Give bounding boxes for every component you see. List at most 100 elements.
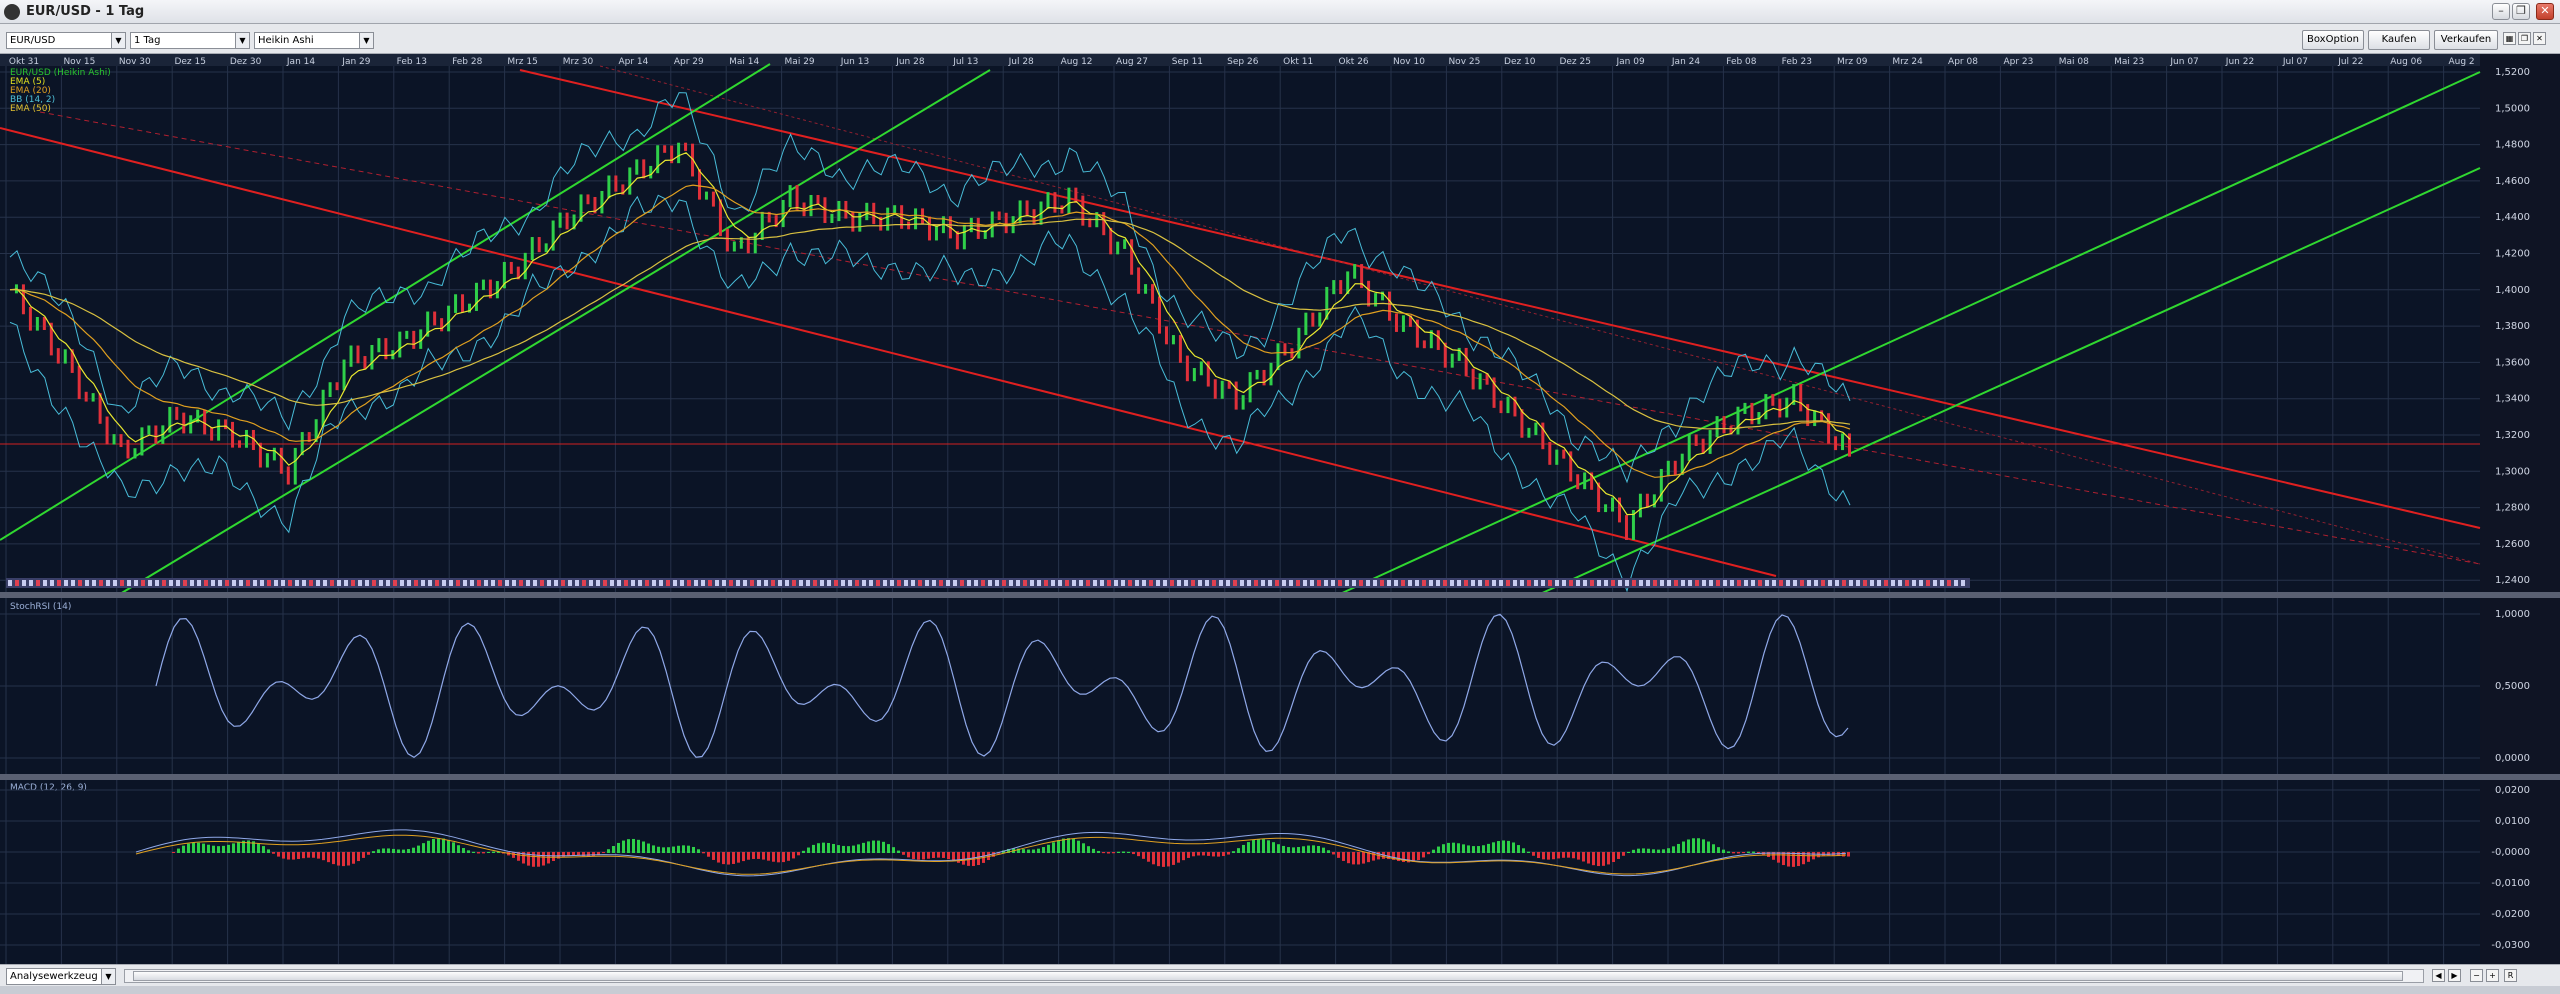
zoom-in-icon[interactable]: + bbox=[2486, 969, 2499, 982]
macd-histogram-bar bbox=[842, 845, 845, 853]
minimize-icon[interactable]: – bbox=[2492, 3, 2510, 20]
event-marker bbox=[484, 580, 488, 586]
candle bbox=[1820, 410, 1824, 421]
restore-icon[interactable]: ❐ bbox=[2512, 3, 2530, 20]
scroll-left-icon[interactable]: ◀ bbox=[2432, 969, 2445, 982]
close-icon[interactable]: ✕ bbox=[2536, 3, 2554, 20]
macd-histogram-bar bbox=[1052, 842, 1055, 853]
macd-histogram-bar bbox=[342, 852, 345, 867]
macd-histogram-bar bbox=[1177, 852, 1180, 863]
macd-histogram-bar bbox=[1512, 842, 1515, 853]
box-option-button[interactable]: BoxOption bbox=[2302, 30, 2364, 50]
grid-icon[interactable]: ▦ bbox=[2503, 32, 2516, 45]
candle bbox=[656, 145, 660, 174]
macd-histogram-bar bbox=[1037, 848, 1040, 853]
macd-histogram-bar bbox=[1102, 852, 1105, 854]
macd-histogram-bar bbox=[562, 852, 565, 857]
event-marker bbox=[1359, 580, 1363, 586]
event-marker bbox=[1450, 580, 1454, 586]
channel-line-green bbox=[1339, 71, 2481, 595]
window-title: EUR/USD - 1 Tag bbox=[26, 4, 145, 19]
macd-histogram-bar bbox=[1027, 849, 1030, 853]
sell-button[interactable]: Verkaufen bbox=[2434, 30, 2498, 50]
macd-histogram-bar bbox=[587, 852, 590, 857]
window-titlebar: EUR/USD - 1 Tag – ❐ ✕ bbox=[0, 0, 2560, 24]
event-marker bbox=[1156, 580, 1160, 586]
macd-histogram-bar bbox=[1272, 842, 1275, 853]
macd-histogram-bar bbox=[1417, 852, 1420, 861]
horizontal-scrollbar[interactable] bbox=[124, 969, 2424, 983]
candle bbox=[1534, 422, 1538, 436]
event-marker bbox=[1471, 580, 1475, 586]
candle bbox=[704, 191, 708, 200]
candle bbox=[412, 330, 416, 349]
macd-histogram-bar bbox=[1277, 844, 1280, 853]
analysis-tool-select[interactable]: Analysewerkzeug ▼ bbox=[6, 968, 116, 985]
zoom-out-icon[interactable]: − bbox=[2470, 969, 2483, 982]
chart-area[interactable]: Okt 31 Nov 15 Nov 30 Dez 15 Dez 30 Jan 14 Jan … bbox=[0, 54, 2560, 964]
macd-histogram-bar bbox=[1637, 848, 1640, 853]
event-marker bbox=[1842, 580, 1846, 586]
macd-histogram-bar bbox=[1722, 849, 1725, 853]
macd-histogram-bar bbox=[602, 852, 605, 854]
close-chart-icon[interactable]: ✕ bbox=[2533, 32, 2546, 45]
stoch-tick-label: 0,5000 bbox=[2495, 681, 2530, 692]
macd-histogram-bar bbox=[1802, 852, 1805, 865]
buy-button[interactable]: Kaufen bbox=[2368, 30, 2430, 50]
candle bbox=[1199, 361, 1203, 376]
event-marker bbox=[953, 580, 957, 586]
event-marker bbox=[1793, 580, 1797, 586]
copy-icon[interactable]: ❐ bbox=[2518, 32, 2531, 45]
event-marker bbox=[813, 580, 817, 586]
scroll-right-icon[interactable]: ▶ bbox=[2448, 969, 2461, 982]
event-marker bbox=[36, 580, 40, 586]
symbol-select[interactable]: EUR/USD ▼ bbox=[6, 32, 126, 49]
macd-histogram-bar bbox=[1737, 852, 1740, 854]
macd-histogram-bar bbox=[1787, 852, 1790, 867]
macd-histogram-bar bbox=[1467, 845, 1470, 853]
macd-histogram-bar bbox=[1472, 846, 1475, 853]
macd-histogram-bar bbox=[852, 845, 855, 853]
candle bbox=[788, 185, 792, 208]
event-marker bbox=[701, 580, 705, 586]
macd-histogram-bar bbox=[1442, 844, 1445, 853]
event-marker bbox=[540, 580, 544, 586]
chevron-down-icon[interactable]: ▼ bbox=[235, 33, 249, 48]
event-marker bbox=[127, 580, 131, 586]
bottom-bar: Analysewerkzeug ▼ ◀ ▶ − + R bbox=[0, 964, 2560, 986]
event-marker bbox=[1737, 580, 1741, 586]
candle bbox=[1562, 449, 1566, 459]
scrollbar-thumb[interactable] bbox=[133, 971, 2403, 981]
event-marker bbox=[666, 580, 670, 586]
macd-histogram-bar bbox=[1487, 843, 1490, 853]
candle bbox=[586, 194, 590, 205]
macd-histogram-bar bbox=[1202, 852, 1205, 856]
event-marker bbox=[1674, 580, 1678, 586]
interval-select-value: 1 Tag bbox=[134, 35, 161, 46]
event-marker bbox=[1562, 580, 1566, 586]
date-tick-label: Mai 23 bbox=[2114, 57, 2144, 67]
macd-histogram-bar bbox=[322, 852, 325, 861]
macd-histogram-bar bbox=[577, 852, 580, 856]
macd-histogram-bar bbox=[1162, 852, 1165, 867]
event-marker bbox=[1065, 580, 1069, 586]
interval-select[interactable]: 1 Tag ▼ bbox=[130, 32, 250, 49]
candle bbox=[1680, 453, 1684, 476]
chevron-down-icon[interactable]: ▼ bbox=[101, 969, 115, 984]
candle bbox=[1645, 493, 1649, 508]
reset-zoom-icon[interactable]: R bbox=[2504, 969, 2517, 982]
chevron-down-icon[interactable]: ▼ bbox=[359, 33, 373, 48]
macd-histogram-bar bbox=[1237, 848, 1240, 853]
event-marker bbox=[176, 580, 180, 586]
candle bbox=[1750, 402, 1754, 425]
candle bbox=[126, 439, 130, 459]
chart-type-select[interactable]: Heikin Ashi ▼ bbox=[254, 32, 374, 49]
event-marker bbox=[1016, 580, 1020, 586]
macd-histogram-bar bbox=[1517, 845, 1520, 853]
event-marker bbox=[1268, 580, 1272, 586]
date-tick-label: Mrz 30 bbox=[563, 57, 594, 67]
chevron-down-icon[interactable]: ▼ bbox=[111, 33, 125, 48]
macd-histogram-bar bbox=[1447, 842, 1450, 853]
macd-histogram-bar bbox=[1697, 838, 1700, 853]
event-marker bbox=[1849, 580, 1853, 586]
